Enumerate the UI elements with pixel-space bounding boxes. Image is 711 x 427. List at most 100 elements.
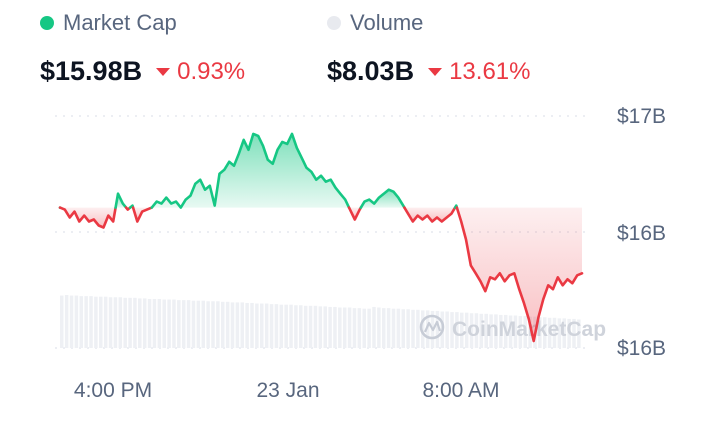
volume-bar [342, 307, 347, 348]
price-line-up [150, 132, 351, 209]
volume-bar [260, 303, 264, 348]
volume-bar [484, 313, 488, 348]
volume-bar [152, 298, 157, 348]
market-cap-stat: $15.98B 0.93% [40, 56, 245, 87]
volume-bars [60, 294, 581, 348]
volume-bar [489, 314, 493, 348]
volume-bar [99, 296, 103, 348]
volume-bar [538, 317, 542, 348]
volume-bar [264, 303, 269, 348]
legend-volume[interactable]: Volume [327, 10, 423, 36]
y-tick-label: $17B [617, 105, 666, 128]
down-triangle-icon [428, 67, 443, 76]
volume-bar [103, 296, 108, 348]
price-line [58, 132, 584, 343]
volume-bar [421, 310, 425, 348]
volume-bar [245, 302, 249, 348]
volume-bar [450, 312, 454, 348]
volume-bar [572, 318, 576, 348]
volume-bar [435, 310, 440, 348]
volume-bar [381, 308, 386, 348]
volume-bar [562, 318, 566, 348]
volume-bar [460, 312, 464, 348]
market-cap-legend-label: Market Cap [63, 10, 177, 35]
volume-bar [172, 299, 176, 348]
volume-bar [284, 304, 288, 348]
volume-bar [220, 301, 225, 348]
volume-bar [211, 301, 215, 348]
price-area [60, 133, 582, 341]
volume-bar [367, 308, 371, 348]
volume-bar [328, 306, 332, 348]
x-tick-label: 23 Jan [256, 379, 319, 402]
volume-bar [528, 316, 532, 348]
volume-bar [216, 301, 220, 348]
price-area-down [404, 207, 456, 222]
volume-bar [69, 295, 74, 348]
volume-bar [318, 306, 323, 348]
watermark-text: CoinMarketCap [452, 318, 606, 341]
x-tick-label: 4:00 PM [74, 379, 152, 402]
down-triangle-icon [156, 67, 171, 76]
volume-bar [206, 301, 210, 348]
volume-bar [396, 308, 401, 348]
volume-bar [338, 307, 342, 348]
x-axis-labels: 4:00 PM 23 Jan 8:00 AM [74, 379, 500, 402]
volume-bar [250, 302, 254, 348]
volume-bar [128, 297, 132, 348]
volume-bar [84, 296, 88, 348]
legend-market-cap[interactable]: Market Cap [40, 10, 177, 36]
volume-bar [294, 305, 298, 348]
volume-bar [542, 317, 547, 348]
volume-bar [162, 299, 166, 348]
volume-bar [406, 309, 410, 348]
volume-bar [79, 296, 84, 348]
volume-bar [567, 318, 571, 348]
volume-bar [474, 313, 479, 348]
volume-bar [333, 306, 337, 348]
price-line-up [359, 188, 406, 209]
volume-bar [167, 299, 171, 348]
volume-bar [303, 305, 308, 348]
volume-change: 13.61% [449, 57, 531, 85]
volume-bar [518, 316, 523, 348]
volume-bar [108, 297, 113, 348]
volume-bar [113, 297, 118, 348]
volume-bar [313, 305, 318, 348]
volume-bar [445, 311, 449, 348]
volume-bar [416, 309, 420, 348]
volume-bar [230, 302, 235, 348]
price-line-down [403, 206, 457, 223]
volume-bar [377, 307, 381, 348]
volume-bar [299, 305, 303, 348]
volume-bar [240, 302, 245, 348]
volume-bar [323, 306, 327, 348]
volume-bar [372, 306, 376, 348]
price-area-up [151, 133, 349, 208]
price-area-down [60, 207, 116, 228]
volume-bar [142, 298, 147, 348]
volume-bar [347, 307, 352, 348]
volume-bar [225, 301, 230, 348]
watermark: CoinMarketCap [419, 314, 606, 341]
coinmarketcap-logo-mark [423, 320, 442, 333]
x-tick-label: 8:00 AM [422, 379, 499, 402]
coinmarketcap-logo-icon [419, 314, 445, 340]
volume-bar [279, 304, 284, 348]
volume-bar [235, 302, 240, 348]
volume-bar [138, 298, 142, 348]
volume-bar [60, 295, 64, 348]
volume-bar [118, 297, 123, 348]
volume-legend-dot [327, 16, 341, 30]
volume-bar [147, 298, 152, 348]
volume-bar [513, 315, 518, 348]
volume-bar [308, 305, 313, 348]
volume-legend-label: Volume [350, 10, 424, 35]
volume-bar [89, 296, 93, 348]
market-cap-legend-dot [40, 16, 54, 30]
volume-bar [123, 297, 127, 348]
volume-bar [255, 303, 259, 348]
price-line-down [131, 206, 154, 223]
volume-bar [557, 318, 562, 348]
